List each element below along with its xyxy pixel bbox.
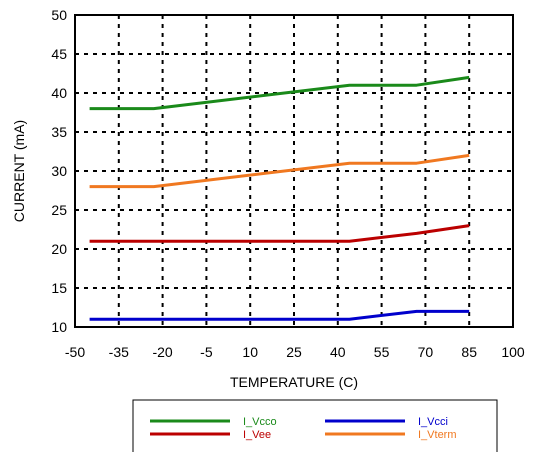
y-tick-label: 15 — [51, 280, 67, 296]
legend-label-i-vcci: I_Vcci — [418, 416, 448, 428]
x-tick-label: 55 — [374, 344, 390, 360]
series-line-i-vee — [89, 224, 470, 243]
x-tick-label: 25 — [286, 344, 302, 360]
legend-label-i-vcco: I_Vcco — [243, 416, 277, 428]
series-line-i-vcco — [89, 75, 470, 111]
series-lines — [89, 75, 470, 321]
legend-box — [132, 399, 498, 457]
y-tick-label: 10 — [51, 319, 67, 335]
y-tick-label: 30 — [51, 163, 67, 179]
tick-labels: -50 -35 -20 -5 10 25 40 55 70 85 100 10 15 20 25 30 35 40… — [51, 7, 524, 360]
x-tick-label: 10 — [242, 344, 258, 360]
x-tick-label: 100 — [501, 344, 525, 360]
x-tick-label: 85 — [461, 344, 477, 360]
x-tick-label: 70 — [418, 344, 434, 360]
y-tick-label: 35 — [51, 124, 67, 140]
y-axis-title: CURRENT (mA) — [11, 120, 27, 222]
legend-label-i-vterm: I_Vterm — [418, 429, 457, 441]
x-tick-label: -5 — [200, 344, 213, 360]
legend-label-i-vee: I_Vee — [243, 429, 271, 441]
x-axis-title: TEMPERATURE (C) — [230, 374, 358, 390]
y-tick-label: 45 — [51, 46, 67, 62]
x-tick-label: -20 — [152, 344, 172, 360]
x-tick-label: -35 — [109, 344, 129, 360]
y-tick-label: 25 — [51, 202, 67, 218]
y-tick-label: 20 — [51, 241, 67, 257]
series-line-i-vterm — [89, 153, 470, 189]
y-tick-label: 50 — [51, 7, 67, 23]
plot-frame — [74, 14, 514, 328]
legend: I_Vcco I_Vcci I_Vee I_Vterm — [132, 399, 498, 457]
series-line-i-vcci — [89, 309, 470, 321]
x-tick-label: 40 — [330, 344, 346, 360]
y-tick-label: 40 — [51, 85, 67, 101]
x-tick-label: -50 — [65, 344, 85, 360]
